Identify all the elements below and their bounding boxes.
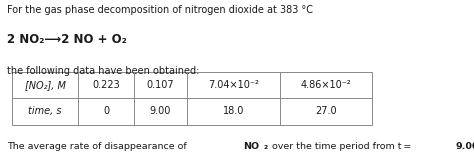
Text: [NO₂], M: [NO₂], M <box>25 80 65 90</box>
Text: ₂: ₂ <box>264 142 268 151</box>
Text: over the time period from t =: over the time period from t = <box>269 142 413 151</box>
Text: 0: 0 <box>103 106 109 116</box>
Text: 9.00: 9.00 <box>150 106 171 116</box>
Text: 18.0: 18.0 <box>223 106 244 116</box>
Text: 27.0: 27.0 <box>315 106 337 116</box>
Text: The average rate of disappearance of: The average rate of disappearance of <box>7 142 190 151</box>
Text: For the gas phase decomposition of nitrogen dioxide at 383 °C: For the gas phase decomposition of nitro… <box>7 5 313 15</box>
Text: 0.107: 0.107 <box>146 80 174 90</box>
Text: 7.04×10⁻²: 7.04×10⁻² <box>208 80 259 90</box>
Text: 4.86×10⁻²: 4.86×10⁻² <box>301 80 352 90</box>
Text: time, s: time, s <box>28 106 62 116</box>
Text: the following data have been obtained:: the following data have been obtained: <box>7 66 200 76</box>
Text: NO: NO <box>243 142 259 151</box>
Text: 9.00: 9.00 <box>455 142 474 151</box>
Text: 2 NO₂⟶2 NO + O₂: 2 NO₂⟶2 NO + O₂ <box>7 33 127 46</box>
Text: 0.223: 0.223 <box>92 80 120 90</box>
